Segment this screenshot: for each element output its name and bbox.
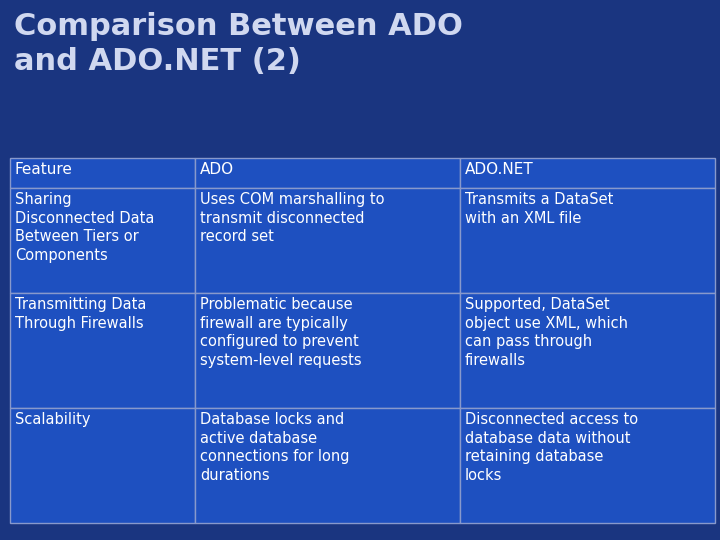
Text: Database locks and
active database
connections for long
durations: Database locks and active database conne… — [200, 412, 349, 483]
Bar — [10, 408, 195, 523]
Bar — [195, 293, 460, 408]
Bar — [195, 408, 460, 523]
Bar — [195, 158, 460, 188]
Bar — [10, 293, 195, 408]
Text: Sharing
Disconnected Data
Between Tiers or
Components: Sharing Disconnected Data Between Tiers … — [15, 192, 154, 263]
Bar — [10, 158, 195, 188]
Text: Transmits a DataSet
with an XML file: Transmits a DataSet with an XML file — [465, 192, 613, 226]
Text: Supported, DataSet
object use XML, which
can pass through
firewalls: Supported, DataSet object use XML, which… — [465, 297, 628, 368]
Text: Disconnected access to
database data without
retaining database
locks: Disconnected access to database data wit… — [465, 412, 638, 483]
Bar — [460, 188, 715, 293]
Bar — [195, 188, 460, 293]
Text: Transmitting Data
Through Firewalls: Transmitting Data Through Firewalls — [15, 297, 146, 330]
Text: Uses COM marshalling to
transmit disconnected
record set: Uses COM marshalling to transmit disconn… — [200, 192, 384, 244]
Text: ADO.NET: ADO.NET — [465, 162, 534, 177]
Text: Comparison Between ADO
and ADO.NET (2): Comparison Between ADO and ADO.NET (2) — [14, 12, 463, 76]
Bar — [460, 158, 715, 188]
Text: Feature: Feature — [15, 162, 73, 177]
Text: Problematic because
firewall are typically
configured to prevent
system-level re: Problematic because firewall are typical… — [200, 297, 361, 368]
Text: Scalability: Scalability — [15, 412, 91, 427]
Bar — [10, 188, 195, 293]
Bar — [460, 293, 715, 408]
Bar — [460, 408, 715, 523]
Text: ADO: ADO — [200, 162, 234, 177]
